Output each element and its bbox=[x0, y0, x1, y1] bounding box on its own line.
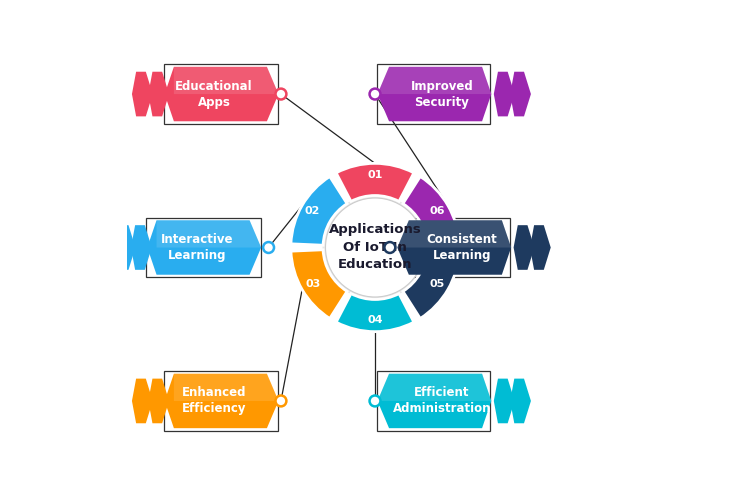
Polygon shape bbox=[165, 67, 278, 121]
Polygon shape bbox=[510, 379, 531, 423]
Polygon shape bbox=[377, 67, 491, 121]
Text: 04: 04 bbox=[368, 314, 382, 325]
Polygon shape bbox=[398, 220, 512, 248]
Wedge shape bbox=[336, 163, 414, 201]
Polygon shape bbox=[115, 225, 136, 270]
Circle shape bbox=[385, 242, 395, 253]
Text: 03: 03 bbox=[305, 279, 320, 289]
Circle shape bbox=[263, 242, 274, 253]
Wedge shape bbox=[291, 177, 347, 245]
Polygon shape bbox=[494, 379, 514, 423]
Circle shape bbox=[275, 396, 286, 406]
Polygon shape bbox=[148, 379, 169, 423]
Polygon shape bbox=[530, 225, 550, 270]
Polygon shape bbox=[510, 72, 531, 116]
Polygon shape bbox=[131, 225, 152, 270]
Text: Educational
Apps: Educational Apps bbox=[176, 80, 253, 108]
Polygon shape bbox=[165, 374, 278, 428]
Polygon shape bbox=[514, 225, 535, 270]
Polygon shape bbox=[148, 72, 169, 116]
Text: 05: 05 bbox=[430, 279, 445, 289]
Circle shape bbox=[370, 89, 380, 99]
Polygon shape bbox=[377, 374, 491, 401]
Circle shape bbox=[370, 396, 380, 406]
Polygon shape bbox=[174, 374, 278, 401]
Polygon shape bbox=[377, 374, 491, 428]
Circle shape bbox=[275, 89, 286, 99]
Polygon shape bbox=[132, 379, 153, 423]
Wedge shape bbox=[336, 294, 414, 332]
Polygon shape bbox=[398, 220, 512, 275]
Polygon shape bbox=[494, 72, 514, 116]
Text: Efficient
Administration: Efficient Administration bbox=[392, 387, 491, 415]
Text: Consistent
Learning: Consistent Learning bbox=[426, 233, 497, 262]
Text: 06: 06 bbox=[430, 206, 445, 216]
Polygon shape bbox=[377, 67, 491, 94]
Text: Improved
Security: Improved Security bbox=[410, 80, 473, 108]
Polygon shape bbox=[157, 220, 261, 248]
Text: Applications
Of IoT In
Education: Applications Of IoT In Education bbox=[328, 224, 422, 271]
Wedge shape bbox=[403, 250, 459, 318]
Circle shape bbox=[322, 195, 428, 300]
Wedge shape bbox=[403, 177, 459, 245]
Text: Interactive
Learning: Interactive Learning bbox=[160, 233, 233, 262]
Text: 01: 01 bbox=[368, 170, 382, 181]
Polygon shape bbox=[174, 67, 278, 94]
Text: 02: 02 bbox=[305, 206, 320, 216]
Polygon shape bbox=[147, 220, 261, 275]
Wedge shape bbox=[291, 250, 347, 318]
Text: Enhanced
Efficiency: Enhanced Efficiency bbox=[182, 387, 246, 415]
Circle shape bbox=[326, 198, 424, 297]
Polygon shape bbox=[132, 72, 153, 116]
